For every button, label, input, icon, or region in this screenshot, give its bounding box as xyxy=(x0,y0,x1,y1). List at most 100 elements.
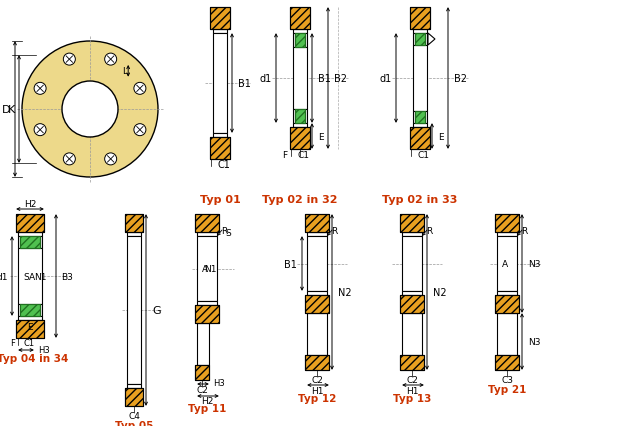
Bar xyxy=(16,215,44,233)
Bar xyxy=(497,291,517,295)
Text: B2: B2 xyxy=(334,74,347,84)
Text: N3: N3 xyxy=(528,259,541,268)
Bar xyxy=(400,215,424,233)
Bar xyxy=(197,323,209,365)
Text: N2: N2 xyxy=(433,287,447,297)
Text: Typ 05: Typ 05 xyxy=(115,420,153,426)
Bar xyxy=(20,236,40,248)
Bar xyxy=(415,112,425,124)
Bar xyxy=(213,34,227,134)
Bar xyxy=(402,313,422,355)
Bar xyxy=(195,305,219,323)
Bar xyxy=(18,236,20,248)
Bar xyxy=(307,291,327,295)
Text: H3: H3 xyxy=(38,345,50,355)
Bar xyxy=(413,34,415,46)
Bar xyxy=(305,110,307,124)
Bar xyxy=(295,34,305,48)
Circle shape xyxy=(34,124,46,136)
Bar xyxy=(195,215,219,233)
Text: C3: C3 xyxy=(501,376,513,385)
Text: A: A xyxy=(202,265,208,273)
Bar xyxy=(20,304,40,316)
Bar xyxy=(400,355,424,370)
Text: Typ 11: Typ 11 xyxy=(188,403,226,413)
Bar xyxy=(16,320,44,338)
Text: C1: C1 xyxy=(23,339,34,348)
Bar xyxy=(425,34,427,46)
Bar xyxy=(16,320,44,338)
Bar xyxy=(20,304,40,316)
Bar xyxy=(195,365,209,380)
Bar xyxy=(402,236,422,291)
Bar xyxy=(213,134,227,138)
Text: R: R xyxy=(426,227,432,236)
Bar xyxy=(400,215,424,233)
Circle shape xyxy=(104,54,117,66)
Bar xyxy=(290,128,310,150)
Bar xyxy=(18,233,42,236)
Bar xyxy=(410,128,430,150)
Bar xyxy=(495,295,519,313)
Bar xyxy=(20,236,40,248)
Bar xyxy=(125,215,143,233)
Bar xyxy=(197,301,217,305)
Text: C4: C4 xyxy=(128,412,140,420)
Bar xyxy=(290,8,310,30)
Text: R: R xyxy=(521,227,528,236)
Bar xyxy=(495,355,519,370)
Text: F: F xyxy=(282,150,287,159)
Text: Typ 02 in 33: Typ 02 in 33 xyxy=(382,195,458,204)
Bar xyxy=(413,30,427,34)
Bar xyxy=(415,34,425,46)
Bar xyxy=(410,8,430,30)
Text: R: R xyxy=(221,227,228,236)
Text: C2: C2 xyxy=(196,386,208,394)
Bar xyxy=(210,138,230,160)
Text: Typ 04 in 34: Typ 04 in 34 xyxy=(0,353,69,363)
Text: D: D xyxy=(1,105,10,115)
Bar xyxy=(402,291,422,295)
Bar xyxy=(410,128,430,150)
Bar xyxy=(127,384,141,388)
Bar xyxy=(290,8,310,30)
Text: C2: C2 xyxy=(311,376,323,385)
Bar xyxy=(307,236,327,291)
Text: H2: H2 xyxy=(201,397,213,406)
Bar xyxy=(125,388,143,406)
Bar xyxy=(18,316,42,320)
Bar xyxy=(295,110,305,124)
Bar xyxy=(293,30,307,34)
Bar xyxy=(307,233,327,236)
Text: H3: H3 xyxy=(213,379,225,388)
Bar xyxy=(305,295,329,313)
Bar xyxy=(495,355,519,370)
Bar xyxy=(305,215,329,233)
Bar xyxy=(497,313,517,355)
Circle shape xyxy=(22,42,158,178)
Text: F: F xyxy=(10,339,15,348)
Bar xyxy=(410,8,430,30)
Text: N1: N1 xyxy=(204,265,216,273)
Bar xyxy=(305,34,307,48)
Text: H1: H1 xyxy=(311,386,323,396)
Text: Typ 21: Typ 21 xyxy=(488,384,526,394)
Bar xyxy=(40,236,42,248)
Bar xyxy=(18,248,42,304)
Bar xyxy=(195,365,209,380)
Text: d1: d1 xyxy=(380,74,392,84)
Bar xyxy=(295,34,305,48)
Circle shape xyxy=(134,83,146,95)
Bar xyxy=(197,236,217,301)
Text: N2: N2 xyxy=(338,287,352,297)
Bar xyxy=(210,138,230,160)
Bar xyxy=(127,236,141,384)
Text: S: S xyxy=(23,272,29,281)
Bar xyxy=(125,215,143,233)
Text: C2: C2 xyxy=(406,376,418,385)
Text: C1: C1 xyxy=(297,150,309,159)
Bar xyxy=(305,355,329,370)
Text: Typ 01: Typ 01 xyxy=(199,195,241,204)
Circle shape xyxy=(34,83,46,95)
Text: B1: B1 xyxy=(284,259,297,269)
